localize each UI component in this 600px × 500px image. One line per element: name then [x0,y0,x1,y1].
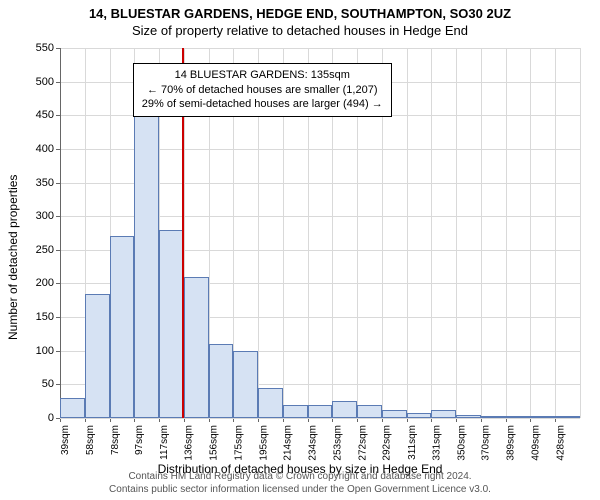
grid-line-vertical [407,48,408,418]
histogram-bar [456,415,481,418]
histogram-bar [530,416,555,418]
y-tick-label: 500 [36,76,54,88]
x-tick-label: 234sqm [308,425,319,461]
histogram-bar [357,405,382,418]
y-axis-line [60,48,61,418]
histogram-bar [85,294,110,418]
x-tick-label: 78sqm [110,425,121,455]
histogram-bar [184,277,209,418]
grid-line-vertical [580,48,581,418]
annotation-line1: 14 BLUESTAR GARDENS: 135sqm [142,68,383,83]
y-tick-label: 150 [36,311,54,323]
annotation-box: 14 BLUESTAR GARDENS: 135sqm ← 70% of det… [133,63,392,118]
x-tick-label: 428sqm [555,425,566,461]
x-tick-label: 253sqm [332,425,343,461]
histogram-bar [407,413,432,418]
grid-line-vertical [431,48,432,418]
histogram-bar [233,351,258,418]
grid-line-vertical [506,48,507,418]
x-tick-label: 311sqm [407,425,418,460]
grid-line-vertical [481,48,482,418]
histogram-bar [308,405,333,418]
histogram-bar [382,410,407,418]
histogram-bar [60,398,85,418]
histogram-bar [506,416,531,418]
histogram-bar [481,416,506,418]
plot-area: 14 BLUESTAR GARDENS: 135sqm ← 70% of det… [60,48,580,418]
y-tick-label: 50 [42,378,54,390]
x-tick-label: 272sqm [357,425,368,461]
annotation-line3: 29% of semi-detached houses are larger (… [142,97,383,112]
histogram-bar [134,115,159,418]
grid-line-horizontal [60,418,580,419]
y-tick-label: 200 [36,277,54,289]
grid-line-vertical [555,48,556,418]
histogram-bar [555,416,580,418]
x-tick-label: 58sqm [85,425,96,455]
histogram-bar [110,236,135,418]
x-tick-label: 117sqm [159,425,170,460]
y-tick-label: 100 [36,345,54,357]
x-tick-label: 97sqm [134,425,145,455]
y-tick-label: 450 [36,109,54,121]
y-axis-label: Number of detached properties [6,175,20,340]
x-tick-label: 292sqm [382,425,393,461]
grid-line-horizontal [60,48,580,49]
footer-line1: Contains HM Land Registry data © Crown c… [0,471,600,484]
x-tick-label: 350sqm [456,425,467,461]
annotation-line2: ← 70% of detached houses are smaller (1,… [142,83,383,98]
histogram-bar [332,401,357,418]
chart-title-address: 14, BLUESTAR GARDENS, HEDGE END, SOUTHAM… [0,0,600,21]
x-tick-label: 214sqm [283,425,294,461]
x-tick-label: 409sqm [530,425,541,461]
footer-line2: Contains public sector information licen… [0,484,600,497]
y-tick-label: 550 [36,42,54,54]
histogram-bar [431,410,456,418]
histogram-bar [283,405,308,418]
x-tick-label: 156sqm [209,425,220,461]
histogram-bar [258,388,283,418]
y-tick-label: 250 [36,244,54,256]
y-tick-label: 300 [36,210,54,222]
x-tick-label: 136sqm [184,425,195,461]
histogram-bar [209,344,234,418]
x-tick-label: 389sqm [506,425,517,461]
x-tick-label: 195sqm [258,425,269,461]
y-tick-label: 400 [36,143,54,155]
y-tick-label: 0 [48,412,54,424]
histogram-bar [159,230,184,418]
chart-container: 14, BLUESTAR GARDENS, HEDGE END, SOUTHAM… [0,0,600,500]
x-tick-label: 370sqm [481,425,492,461]
x-tick-label: 39sqm [60,425,71,455]
x-tick-label: 175sqm [233,425,244,461]
footer-attribution: Contains HM Land Registry data © Crown c… [0,471,600,496]
grid-line-vertical [456,48,457,418]
chart-subtitle: Size of property relative to detached ho… [0,21,600,38]
grid-line-vertical [530,48,531,418]
x-tick-label: 331sqm [431,425,442,461]
y-tick-label: 350 [36,177,54,189]
